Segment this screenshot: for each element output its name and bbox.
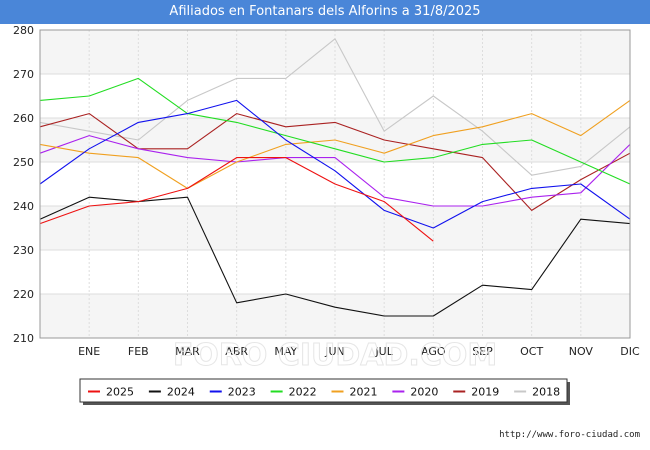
y-tick-label: 240 xyxy=(13,200,34,213)
y-tick-label: 270 xyxy=(13,68,34,81)
x-tick-label: SEP xyxy=(472,345,493,358)
legend-label-2020: 2020 xyxy=(410,386,438,399)
series-line-2018 xyxy=(39,38,631,176)
series-line-2022 xyxy=(39,77,631,185)
x-tick-label: AGO xyxy=(421,345,446,358)
plot-border xyxy=(39,29,631,339)
x-tick-label: JUN xyxy=(324,345,345,358)
legend-label-2018: 2018 xyxy=(532,386,560,399)
series-line-2020 xyxy=(39,135,631,207)
series-line-2021 xyxy=(39,99,631,189)
footer-url[interactable]: http://www.foro-ciudad.com xyxy=(499,430,640,440)
y-tick-label: 210 xyxy=(13,332,34,345)
y-tick-label: 280 xyxy=(13,24,34,37)
y-tick-label: 230 xyxy=(13,244,34,257)
x-tick-label: JUL xyxy=(374,345,393,358)
legend-label-2024: 2024 xyxy=(167,386,195,399)
x-tick-label: NOV xyxy=(569,345,594,358)
x-tick-label: OCT xyxy=(520,345,543,358)
x-tick-label: MAY xyxy=(274,345,297,358)
x-tick-label: ENE xyxy=(78,345,100,358)
series-line-2025 xyxy=(39,157,434,242)
x-tick-label: FEB xyxy=(128,345,149,358)
legend-box xyxy=(79,378,568,403)
legend-label-2022: 2022 xyxy=(289,386,317,399)
y-tick-label: 260 xyxy=(13,112,34,125)
y-tick-label: 250 xyxy=(13,156,34,169)
series-line-2023 xyxy=(39,99,631,229)
x-tick-label: MAR xyxy=(175,345,200,358)
y-tick-label: 220 xyxy=(13,288,34,301)
legend-label-2023: 2023 xyxy=(228,386,256,399)
watermark: FORO CIUDAD.COM xyxy=(173,338,497,373)
legend-label-2025: 2025 xyxy=(106,386,134,399)
legend-label-2021: 2021 xyxy=(350,386,378,399)
chart-title: Afiliados en Fontanars dels Alforins a 3… xyxy=(0,0,650,24)
x-tick-label: ABR xyxy=(225,345,248,358)
x-tick-label: DIC xyxy=(620,345,640,358)
legend-label-2019: 2019 xyxy=(471,386,499,399)
